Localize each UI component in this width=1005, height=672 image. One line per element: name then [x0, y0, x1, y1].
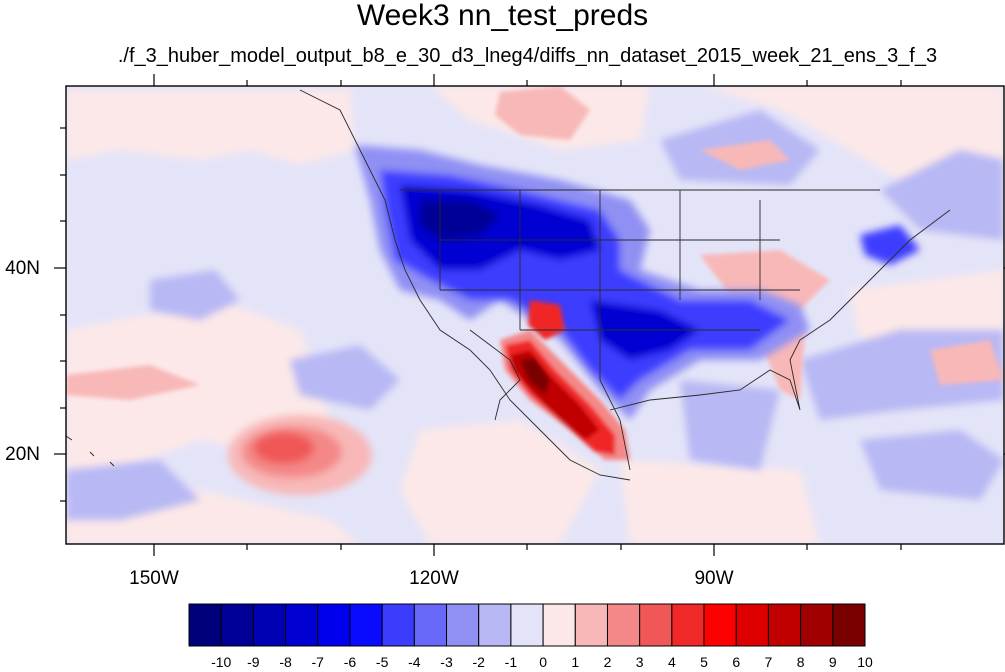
- colorbar-label: 10: [857, 654, 873, 670]
- map-title: Week3 nn_test_preds: [356, 0, 649, 32]
- colorbar-label: -2: [472, 654, 485, 670]
- colorbar-box: [671, 603, 705, 647]
- colorbar-label: 9: [828, 654, 837, 670]
- colorbar-label: -3: [440, 654, 453, 670]
- colorbar-box: [220, 603, 254, 647]
- colorbar-label: 6: [732, 654, 741, 670]
- colorbar-label: -5: [375, 654, 389, 670]
- colorbar-label: -6: [343, 654, 357, 670]
- colorbar-label: -10: [211, 654, 232, 670]
- lat-ticks: [54, 127, 1005, 502]
- colorbar-box: [285, 603, 319, 647]
- colorbar-label: -1: [504, 654, 518, 670]
- colorbar-box: [252, 603, 287, 647]
- lon-label-120w: 120W: [409, 568, 459, 589]
- lon-label-90w: 90W: [694, 568, 734, 589]
- lon-ticks: [153, 74, 902, 556]
- colorbar-label: 0: [539, 654, 547, 670]
- colorbar-box: [446, 603, 480, 647]
- colorbar-box: [317, 603, 351, 647]
- colorbar-label: 8: [796, 654, 805, 670]
- lon-label-150w: 150W: [129, 568, 179, 589]
- anomaly-field: [66, 86, 1004, 544]
- colorbar-label: 2: [603, 654, 612, 670]
- colorbar-box: [510, 603, 544, 647]
- colorbar-box: [542, 603, 576, 647]
- colorbar-box: [349, 603, 383, 647]
- colorbar-label: 7: [764, 654, 773, 670]
- colorbar-label: 3: [635, 654, 644, 670]
- coast-lines: [66, 89, 951, 481]
- lat-label-40n: 40N: [5, 258, 40, 279]
- colorbar-box: [574, 603, 608, 647]
- colorbar-box: [703, 603, 737, 647]
- lat-label-20n: 20N: [5, 444, 40, 465]
- colorbar-label: -8: [279, 654, 292, 670]
- colorbar-label: -4: [408, 654, 421, 670]
- colorbar-box: [639, 603, 673, 647]
- colorbar-label: -7: [311, 654, 324, 670]
- colorbar-box: [188, 603, 222, 647]
- colorbar-box: [413, 603, 448, 647]
- colorbar-box: [478, 603, 512, 647]
- colorbar-box: [832, 603, 866, 647]
- colorbar-label: 4: [667, 654, 676, 670]
- colorbar-box: [800, 603, 834, 647]
- map-subtitle: ./f_3_huber_model_output_b8_e_30_d3_lneg…: [117, 45, 938, 67]
- colorbar-label: 1: [571, 654, 580, 670]
- colorbar-box: [381, 603, 415, 647]
- colorbar-label: 5: [700, 654, 708, 670]
- colorbar-box: [606, 603, 641, 647]
- colorbar-box: [735, 603, 769, 647]
- colorbar-label: -9: [247, 654, 260, 670]
- colorbar-box: [767, 603, 802, 647]
